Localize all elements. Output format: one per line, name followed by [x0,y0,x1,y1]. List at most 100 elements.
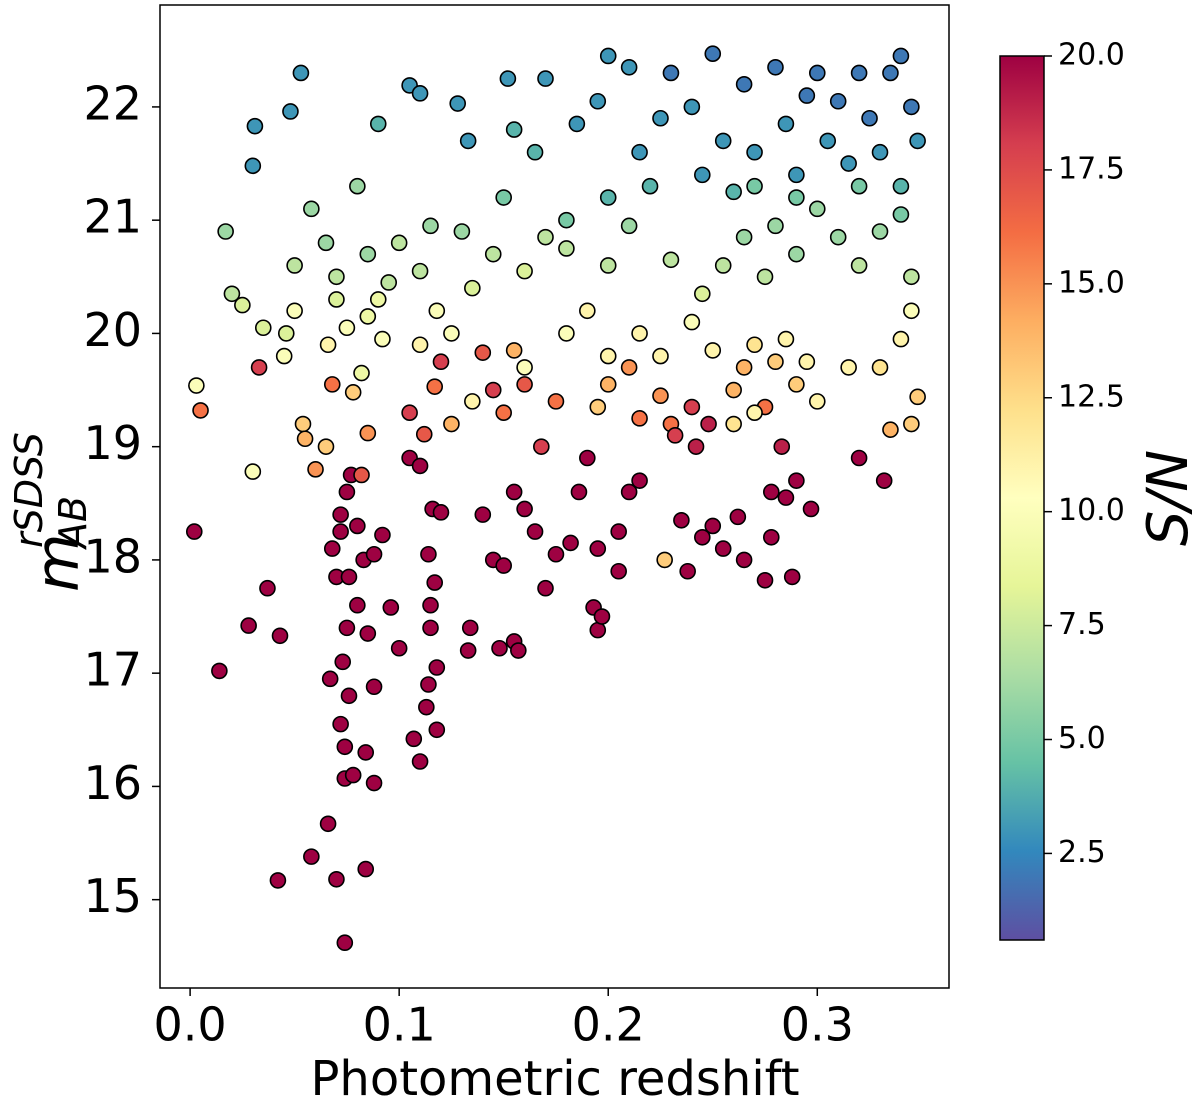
point [558,240,575,257]
point [610,562,627,580]
point [788,376,805,393]
point [652,109,669,127]
point [903,415,920,433]
point [673,511,690,529]
y-tick-label: 16 [83,756,142,810]
point [292,64,310,82]
point [767,58,784,76]
point [599,347,617,365]
point [449,95,467,112]
point [185,523,203,540]
point [328,291,345,308]
colorbar-tick-label: 12.5 [1058,379,1125,414]
y-tick-label: 20 [83,303,142,357]
point [188,377,205,394]
point [871,143,889,161]
point [296,430,314,448]
point [662,251,680,269]
point [461,619,479,637]
point [359,245,377,263]
point [491,639,508,657]
point [631,472,648,489]
point [317,234,335,252]
point [428,302,446,320]
point [589,621,607,639]
point [516,359,533,376]
point [390,639,408,657]
point [336,934,354,952]
point [338,319,356,337]
point [271,627,289,645]
point [426,378,444,395]
x-tick-label: 0.0 [154,998,227,1052]
y-axis-label: m rSDSS AB [7,432,95,592]
point [426,574,444,591]
point [294,415,312,433]
point [599,189,617,206]
point [875,472,893,489]
point [762,528,780,546]
point [418,698,435,716]
point [656,551,673,569]
point [334,653,352,671]
point [217,223,234,240]
point [349,596,366,614]
point [735,359,753,376]
point [714,132,732,150]
point [323,376,341,393]
point [374,526,391,544]
point [319,815,337,833]
point [380,274,398,291]
point [464,393,481,410]
point [589,540,607,557]
points [185,45,926,952]
point [762,483,780,501]
point [892,47,910,65]
point [369,115,387,133]
y-tick-label: 21 [83,190,142,244]
point [453,223,471,240]
point [422,217,439,235]
point [192,402,209,419]
point [353,466,370,484]
point [631,325,648,342]
point [344,766,362,784]
point [909,388,926,406]
point [631,410,648,427]
point [332,715,349,733]
point [344,384,362,401]
point [533,438,550,455]
point [505,342,523,359]
point [829,228,847,246]
point [840,359,857,376]
point [459,132,477,150]
point [428,721,446,739]
colorbar-tick-label: 20.0 [1058,38,1125,73]
point [694,166,711,184]
colorbar [999,55,1045,941]
colorbar-tick-label: 5.0 [1058,721,1106,756]
point [464,279,481,297]
point [340,568,358,586]
point [714,540,732,557]
point [735,75,753,93]
point [788,166,805,184]
point [620,359,638,376]
point [694,528,711,546]
point [307,461,324,478]
point [303,848,320,865]
point [332,506,349,523]
point [714,257,732,274]
point [850,177,868,195]
point [338,619,356,637]
point [882,421,899,438]
point [767,353,784,371]
point [725,381,742,399]
point [420,676,437,693]
point [547,545,565,563]
point [432,504,450,521]
point [474,506,492,523]
point [652,387,669,405]
point [589,92,607,110]
point [474,344,492,361]
